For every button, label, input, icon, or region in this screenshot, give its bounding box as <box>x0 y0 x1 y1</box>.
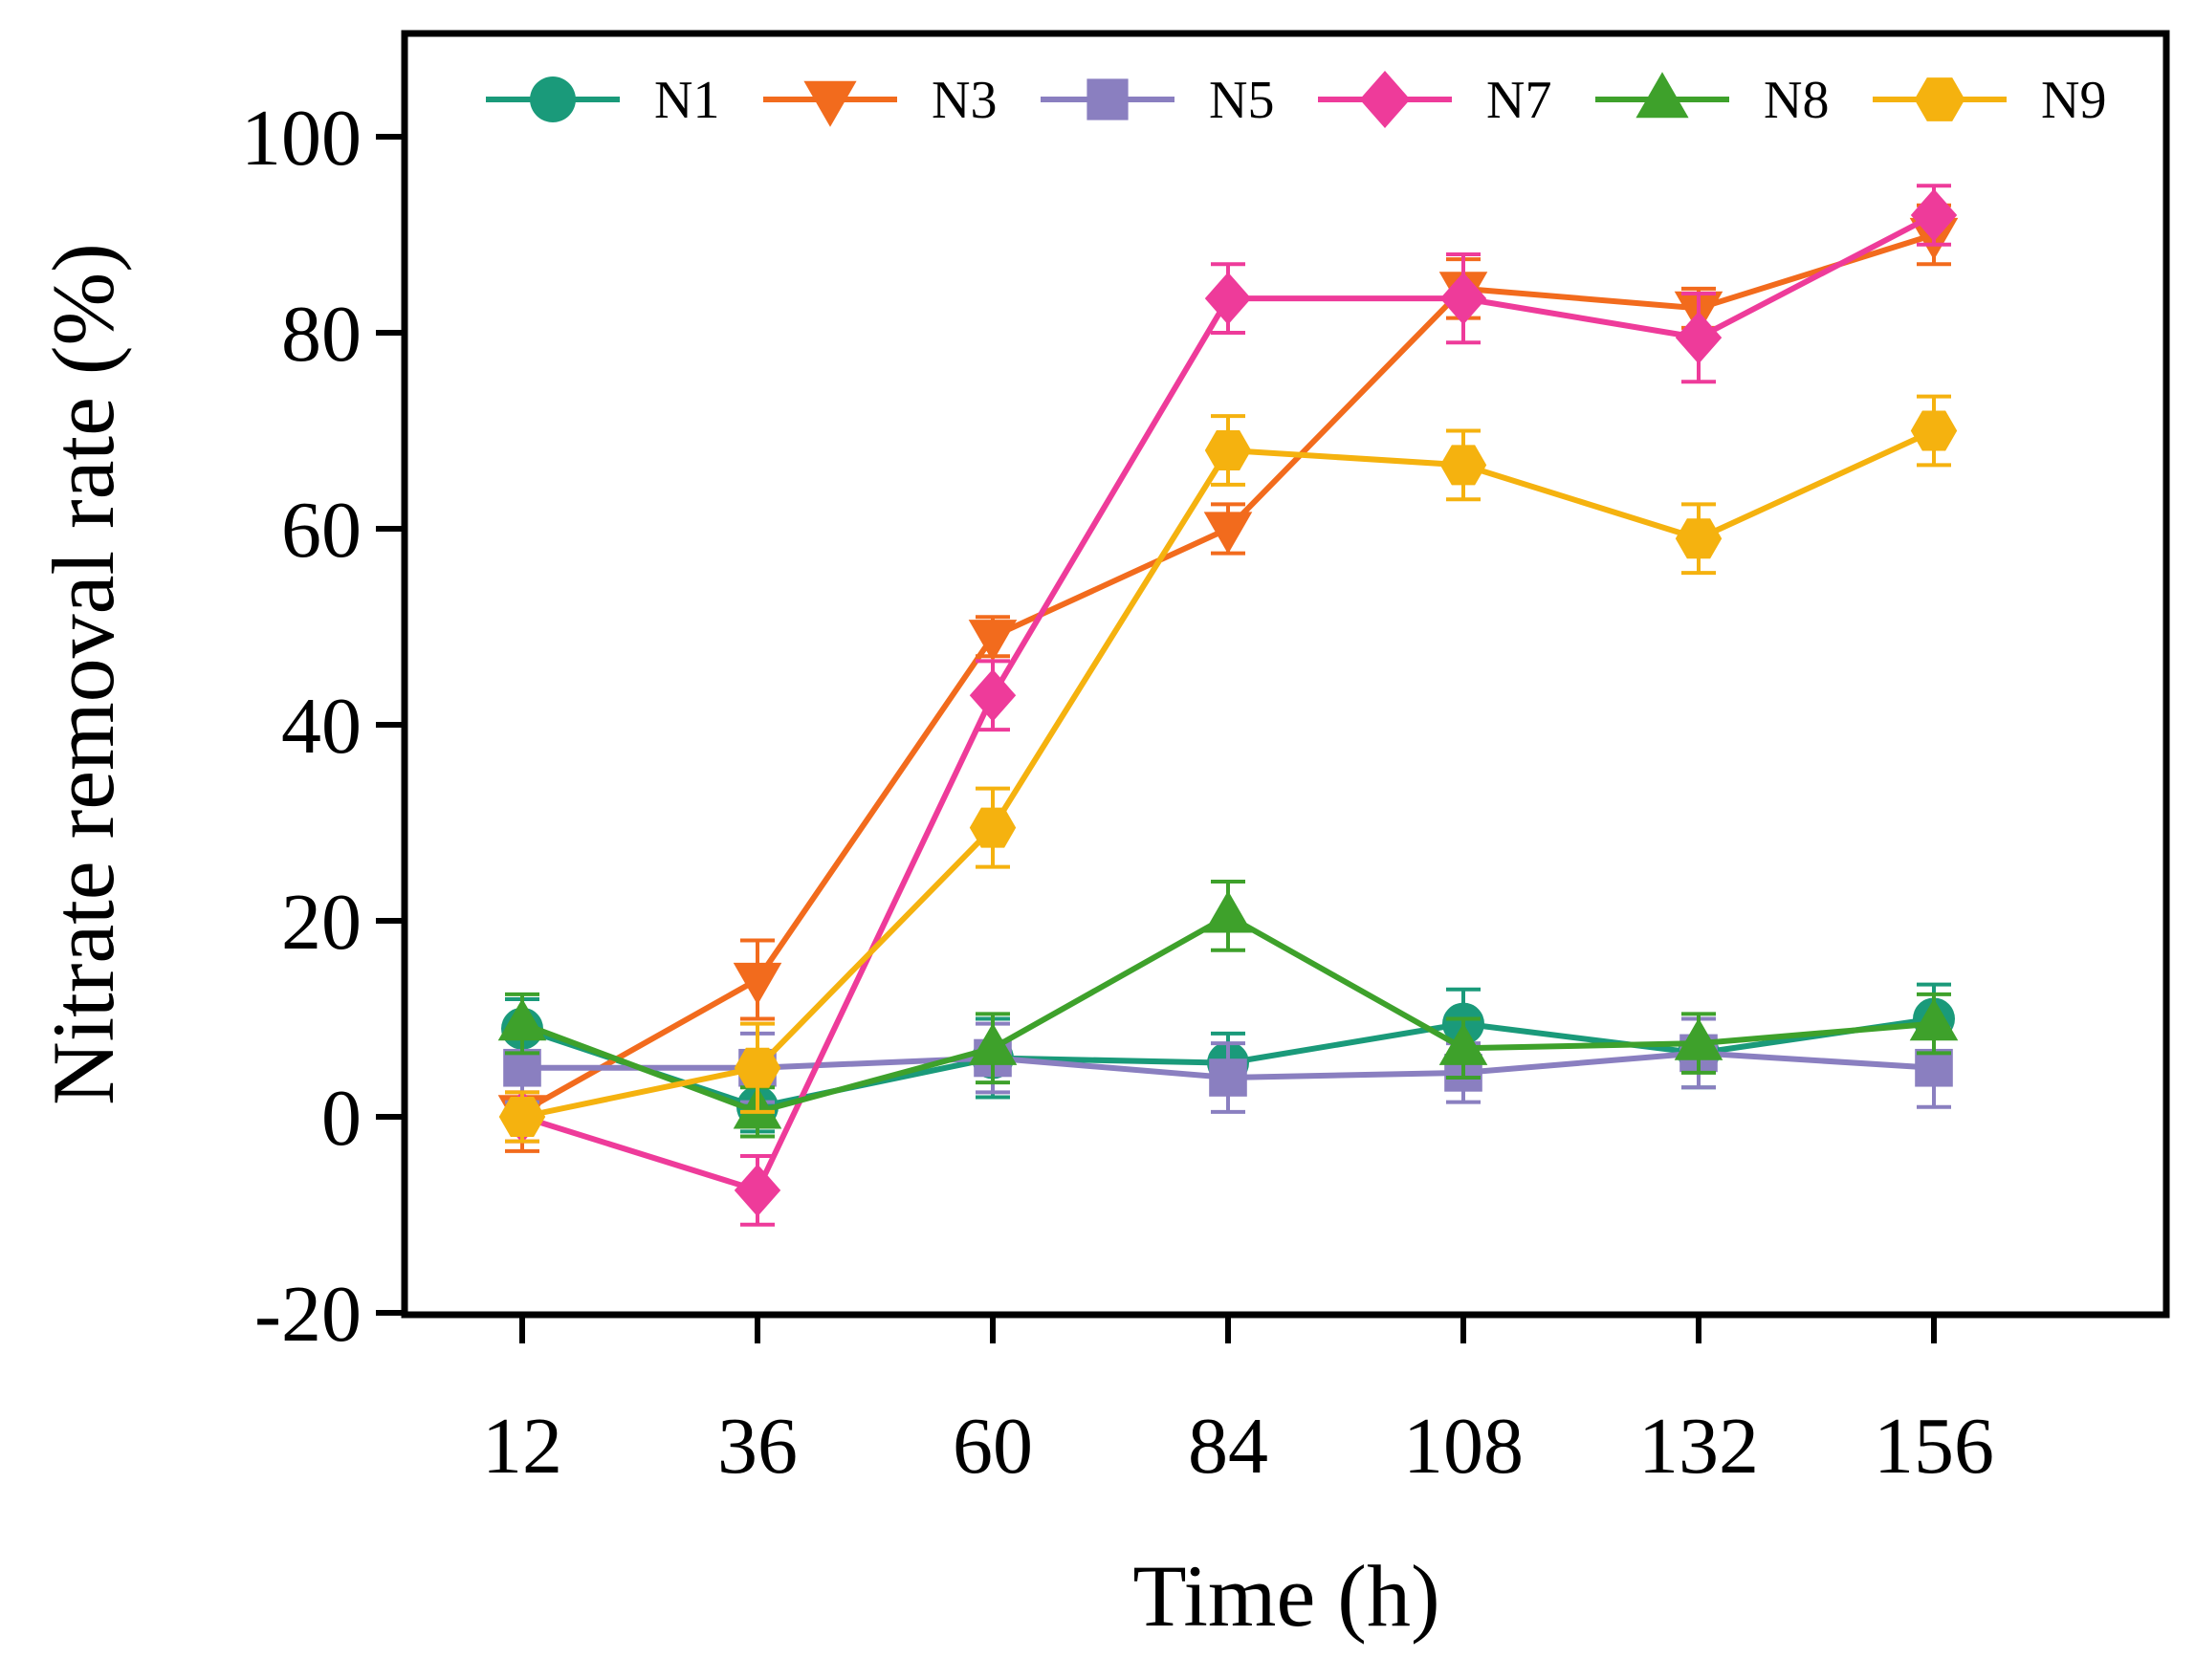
series-N9 <box>498 394 1958 1144</box>
legend-marker-N1 <box>530 76 576 122</box>
legend-item-N7: N7 <box>1318 71 1551 130</box>
legend-label-N8: N8 <box>1764 71 1829 130</box>
x-axis: 12 36 60 84 108 132 156 <box>482 1315 1994 1491</box>
data-point-N9 <box>1204 430 1252 470</box>
y-tick-label: 60 <box>281 486 362 575</box>
x-tick-label: 60 <box>953 1402 1033 1491</box>
data-point-N9 <box>1675 518 1723 559</box>
legend-marker-N5 <box>1087 78 1129 120</box>
data-point-N3 <box>968 620 1018 663</box>
series-layer <box>497 184 1959 1227</box>
data-point-N9 <box>498 1097 546 1137</box>
x-axis-title: Time (h) <box>1132 1547 1439 1645</box>
data-point-N7 <box>1910 188 1958 242</box>
legend-item-N5: N5 <box>1041 71 1274 130</box>
data-point-N7 <box>1439 272 1487 325</box>
legend-label-N1: N1 <box>654 71 719 130</box>
x-tick-label: 84 <box>1188 1402 1268 1491</box>
plot-frame <box>401 30 2170 1319</box>
legend-label-N9: N9 <box>2041 71 2106 130</box>
data-point-N8 <box>1438 1022 1488 1065</box>
data-point-N7 <box>1204 272 1252 325</box>
legend-marker-N8 <box>1635 72 1689 119</box>
legend-label-N5: N5 <box>1209 71 1274 130</box>
data-point-N7 <box>1675 311 1723 364</box>
x-tick-label: 36 <box>717 1402 798 1491</box>
data-point-N5 <box>1915 1048 1953 1087</box>
y-tick-label: 40 <box>281 682 362 771</box>
legend-marker-N3 <box>803 80 857 127</box>
data-point-N8 <box>1674 1017 1723 1060</box>
data-point-N8 <box>968 1022 1018 1065</box>
data-point-N7 <box>734 1164 781 1217</box>
data-point-N5 <box>503 1048 541 1087</box>
data-point-N7 <box>969 668 1017 722</box>
data-point-N8 <box>497 998 547 1041</box>
y-tick-label: 80 <box>281 290 362 379</box>
legend-item-N9: N9 <box>1873 71 2106 130</box>
y-axis-title: Nitrate removal rate (%) <box>34 243 132 1105</box>
data-point-N8 <box>1203 890 1253 933</box>
legend-marker-N9 <box>1914 77 1965 121</box>
legend-label-N3: N3 <box>932 71 997 130</box>
data-point-N9 <box>969 807 1017 848</box>
legend-label-N7: N7 <box>1486 71 1551 130</box>
x-tick-label: 108 <box>1403 1402 1524 1491</box>
data-point-N8 <box>1909 998 1959 1041</box>
y-tick-label: 100 <box>241 94 362 183</box>
y-axis: -20 0 20 40 60 80 100 <box>241 94 405 1359</box>
x-tick-label: 12 <box>482 1402 562 1491</box>
series-line-N3 <box>520 231 1935 1115</box>
y-tick-label: 0 <box>321 1074 362 1163</box>
legend-item-N3: N3 <box>763 71 997 130</box>
data-point-N9 <box>734 1047 781 1088</box>
data-point-N3 <box>1203 512 1253 555</box>
legend: N1 N3 N5 N7 N8 N9 <box>486 71 2106 130</box>
y-tick-label: 20 <box>281 878 362 967</box>
y-tick-label: -20 <box>254 1270 362 1359</box>
series-N3 <box>497 203 1959 1153</box>
legend-item-N8: N8 <box>1595 71 1829 130</box>
x-tick-label: 156 <box>1874 1402 1994 1491</box>
data-point-N9 <box>1910 410 1958 451</box>
data-point-N9 <box>1439 445 1487 486</box>
legend-marker-N7 <box>1359 71 1411 128</box>
legend-item-N1: N1 <box>486 71 719 130</box>
data-point-N3 <box>733 962 782 1005</box>
x-tick-label: 132 <box>1638 1402 1759 1491</box>
data-point-N5 <box>1209 1058 1247 1097</box>
